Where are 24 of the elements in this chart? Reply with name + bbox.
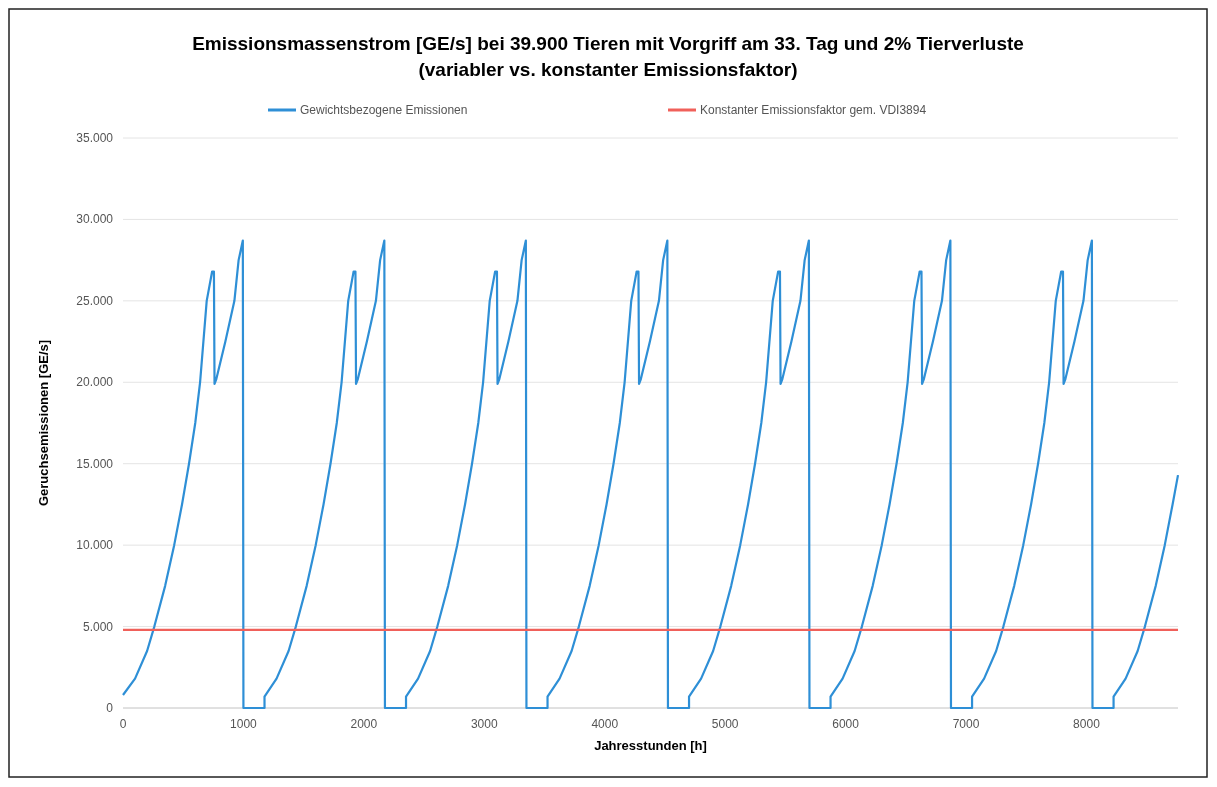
x-tick-label: 2000 bbox=[350, 717, 378, 731]
x-tick-label: 6000 bbox=[832, 717, 860, 731]
x-tick-label: 3000 bbox=[470, 717, 498, 731]
y-tick-label: 5.000 bbox=[82, 619, 114, 634]
chart-subtitle: (variabler vs. konstanter Emissionsfaktor) bbox=[418, 59, 798, 80]
y-tick-label: 15.000 bbox=[76, 456, 114, 471]
x-tick-label: 8000 bbox=[1073, 717, 1101, 731]
y-tick-label: 30.000 bbox=[76, 212, 114, 227]
legend-label: Konstanter Emissionsfaktor gem. VDI3894 bbox=[700, 103, 927, 117]
legend-label: Gewichtsbezogene Emissionen bbox=[300, 103, 468, 117]
chart-title: Emissionsmassenstrom [GE/s] bei 39.900 Tieren mit Vorgriff am 33. Tag und 2% Tierverluste bbox=[192, 33, 1024, 54]
x-axis-title: Jahresstunden [h] bbox=[594, 738, 707, 753]
y-tick-label: 25.000 bbox=[76, 293, 114, 308]
x-tick-label: 4000 bbox=[591, 717, 619, 731]
y-tick-label: 0 bbox=[106, 701, 114, 715]
line-series bbox=[121, 239, 1180, 710]
y-tick-label: 10.000 bbox=[76, 538, 114, 553]
y-tick-label: 20.000 bbox=[76, 375, 114, 390]
x-tick-label: 7000 bbox=[952, 717, 980, 731]
x-tick-label: 0 bbox=[119, 717, 127, 731]
x-tick-label: 1000 bbox=[230, 717, 258, 731]
x-tick-label: 5000 bbox=[711, 717, 739, 731]
y-tick-label: 35.000 bbox=[76, 131, 114, 145]
y-axis-title: Geruchsemissionen [GE/s] bbox=[36, 339, 51, 507]
